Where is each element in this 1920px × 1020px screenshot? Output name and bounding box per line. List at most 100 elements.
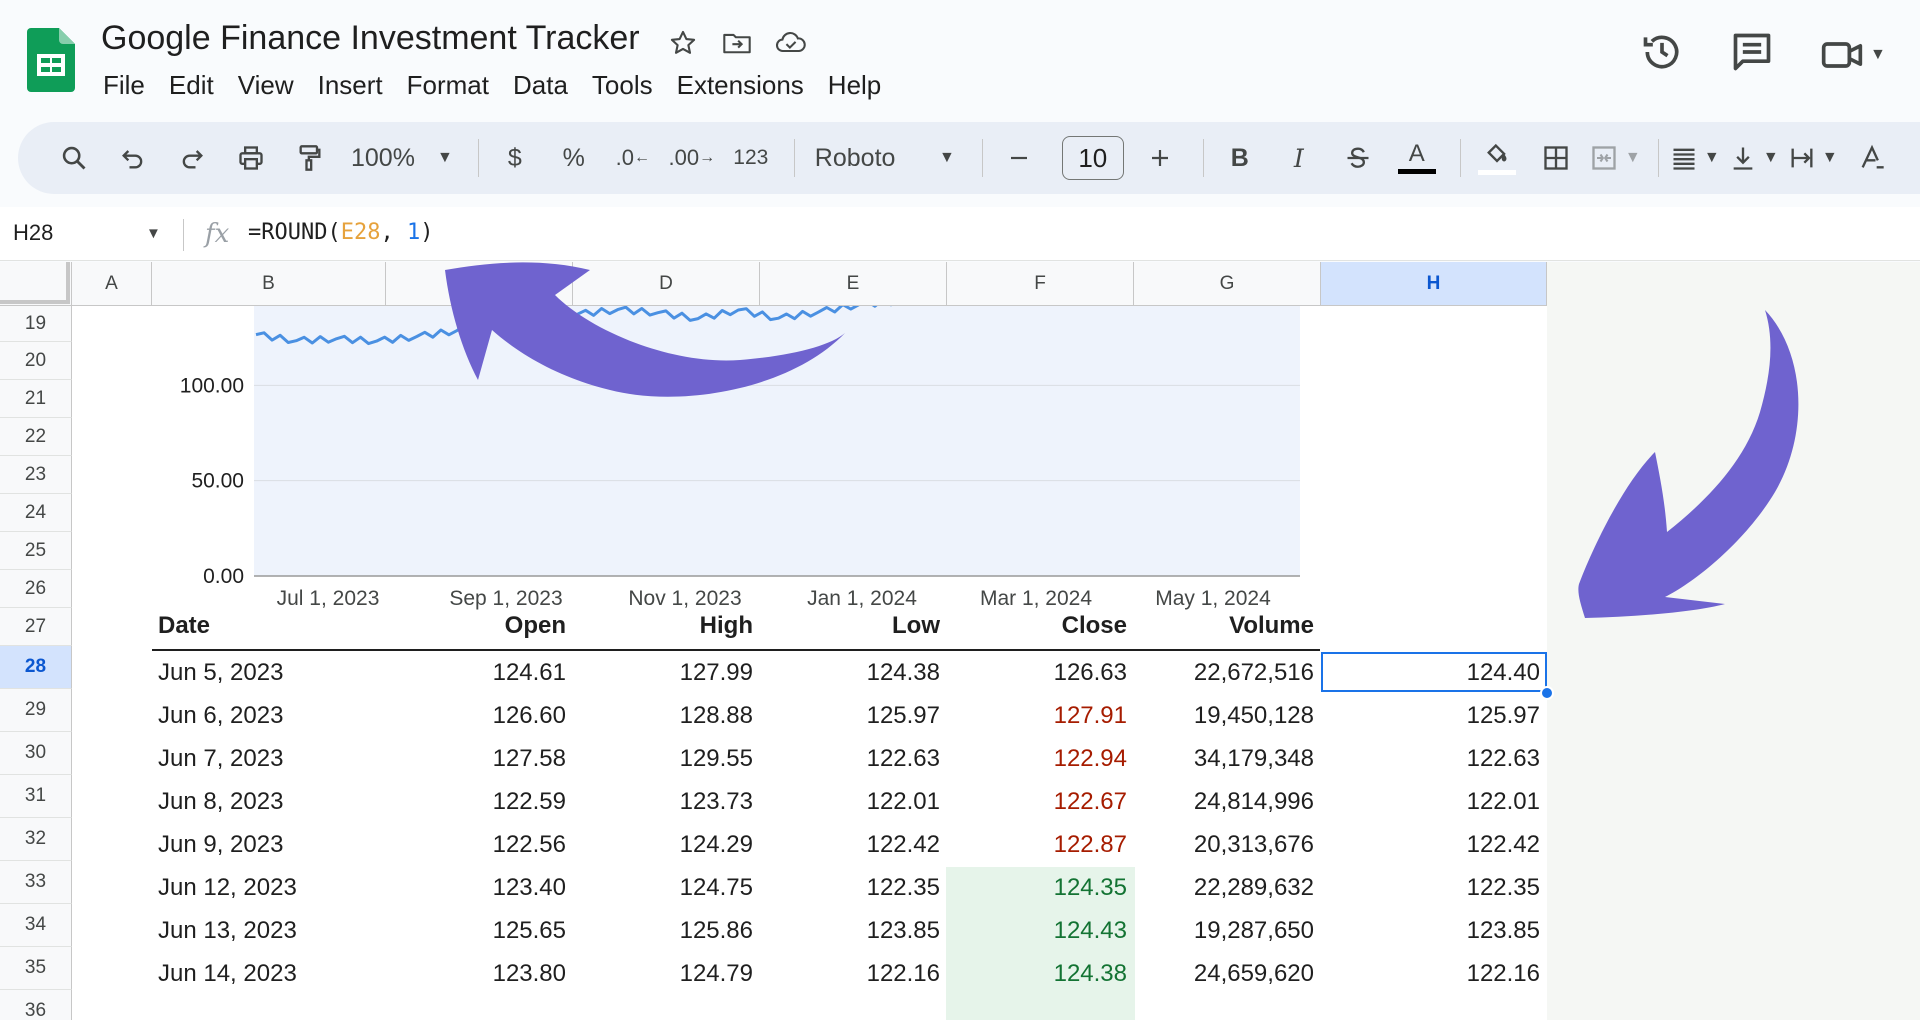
table-cell-low[interactable]: 124.38 [866,659,940,686]
font-size-input[interactable]: 10 [1061,136,1124,180]
align-icon[interactable]: ▼ [1669,132,1721,184]
table-cell-volume[interactable]: 22,672,516 [1193,659,1314,686]
redo-icon[interactable] [166,132,218,184]
table-cell-open[interactable]: 125.65 [492,917,566,944]
table-cell-date[interactable]: Jun 14, 2023 [158,960,297,987]
table-cell-date[interactable]: Jun 6, 2023 [158,702,284,729]
column-header-d[interactable]: D [573,262,760,306]
fill-color-icon[interactable] [1471,132,1523,184]
table-cell-open[interactable]: 122.59 [492,788,566,815]
table-cell-close[interactable]: 124.38 [1053,960,1127,987]
row-header-25[interactable]: 25 [0,532,72,570]
column-header-g[interactable]: G [1134,262,1321,306]
table-cell-volume[interactable]: 24,659,620 [1193,960,1314,987]
table-cell-volume[interactable]: 20,313,676 [1193,831,1314,858]
currency-format-button[interactable]: $ [507,143,522,172]
row-header-27[interactable]: 27 [0,608,72,646]
row-header-31[interactable]: 31 [0,775,72,818]
table-cell-high[interactable]: 124.79 [679,960,753,987]
name-box[interactable]: H28 [13,220,54,245]
table-cell-high[interactable]: 124.29 [679,831,753,858]
table-header-date[interactable]: Date [158,612,211,639]
undo-icon[interactable] [107,132,159,184]
row-header-32[interactable]: 32 [0,818,72,861]
row-header-23[interactable]: 23 [0,456,72,494]
zoom-select[interactable]: 100% ▼ [343,132,461,184]
table-cell-high[interactable]: 123.73 [679,788,753,815]
table-cell-volume[interactable]: 19,450,128 [1193,702,1314,729]
text-wrap-icon[interactable]: ▼ [1787,132,1839,184]
valign-icon[interactable]: ▼ [1728,132,1780,184]
column-header-b[interactable]: B [152,262,386,306]
table-cell-open[interactable]: 123.40 [492,874,566,901]
table-cell-close[interactable]: 124.35 [1053,874,1127,901]
row-header-24[interactable]: 24 [0,494,72,532]
row-header-20[interactable]: 20 [0,342,72,380]
print-icon[interactable] [225,132,277,184]
sheets-logo-icon[interactable] [27,28,75,92]
table-cell-close[interactable]: 127.91 [1053,702,1127,729]
column-header-e[interactable]: E [760,262,947,306]
increase-font-size-button[interactable] [1134,132,1186,184]
column-header-h[interactable]: H [1321,262,1547,306]
row-header-33[interactable]: 33 [0,861,72,904]
table-cell-open[interactable]: 122.56 [492,831,566,858]
row-header-30[interactable]: 30 [0,732,72,775]
table-header-close[interactable]: Close [1061,612,1127,639]
row-header-36[interactable]: 36 [0,990,72,1020]
menu-data[interactable]: Data [512,70,568,100]
chevron-down-icon[interactable]: ▼ [1870,45,1886,63]
text-color-button[interactable]: A [1391,132,1443,184]
table-cell-close[interactable]: 126.63 [1053,659,1127,686]
table-cell-low[interactable]: 122.42 [866,831,940,858]
fill-handle[interactable] [1540,686,1554,700]
table-cell-high[interactable]: 129.55 [679,745,753,772]
table-cell-h[interactable]: 122.01 [1466,788,1540,815]
comment-icon[interactable] [1730,30,1774,79]
font-select[interactable]: Roboto ▼ [805,132,965,184]
table-cell-close[interactable]: 122.67 [1053,788,1127,815]
menu-format[interactable]: Format [406,70,489,100]
table-cell-open[interactable]: 126.60 [492,702,566,729]
percent-format-button[interactable]: % [562,143,585,172]
bold-button[interactable]: B [1230,143,1249,172]
menu-help[interactable]: Help [827,70,882,100]
row-header-26[interactable]: 26 [0,570,72,608]
merge-cells-icon[interactable]: ▼ [1589,132,1641,184]
text-rotate-icon[interactable] [1846,132,1898,184]
table-cell-h[interactable]: 125.97 [1466,702,1540,729]
table-cell-date[interactable]: Jun 8, 2023 [158,788,284,815]
table-cell-low[interactable]: 122.35 [866,874,940,901]
table-cell-h[interactable]: 122.63 [1466,745,1540,772]
table-cell-high[interactable]: 128.88 [679,702,753,729]
chevron-down-icon[interactable]: ▼ [146,225,161,242]
table-cell-low[interactable]: 122.16 [866,960,940,987]
table-cell-close[interactable]: 124.43 [1053,917,1127,944]
table-cell-h[interactable]: 122.42 [1466,831,1540,858]
row-header-19[interactable]: 19 [0,306,72,342]
table-cell-date[interactable]: Jun 9, 2023 [158,831,284,858]
table-cell-h[interactable]: 122.16 [1466,960,1540,987]
table-header-volume[interactable]: Volume [1229,612,1314,639]
document-title[interactable]: Google Finance Investment Tracker [101,19,640,57]
italic-button[interactable]: I [1293,143,1304,173]
table-cell-h[interactable]: 123.85 [1466,917,1540,944]
table-cell-date[interactable]: Jun 12, 2023 [158,874,297,901]
table-cell-date[interactable]: Jun 13, 2023 [158,917,297,944]
menu-file[interactable]: File [103,70,145,100]
search-icon[interactable] [48,132,100,184]
table-cell-low[interactable]: 122.01 [866,788,940,815]
increase-decimal-button[interactable]: .00 → [668,145,716,170]
decrease-font-size-button[interactable] [993,132,1045,184]
row-header-28[interactable]: 28 [0,646,72,689]
table-cell-high[interactable]: 124.75 [679,874,753,901]
table-cell-date[interactable]: Jun 5, 2023 [158,659,284,686]
table-cell-volume[interactable]: 22,289,632 [1193,874,1314,901]
borders-icon[interactable] [1530,132,1582,184]
decrease-decimal-button[interactable]: .0 ← [615,145,650,170]
row-header-21[interactable]: 21 [0,380,72,418]
strikethrough-icon[interactable] [1332,132,1384,184]
stock-price-chart[interactable]: 0.00 50.00 100.00 Jul 1, 2023 Sep 1, 2023 Nov… [150,306,1330,624]
table-cell-low[interactable]: 123.85 [866,917,940,944]
menu-tools[interactable]: Tools [591,70,653,100]
